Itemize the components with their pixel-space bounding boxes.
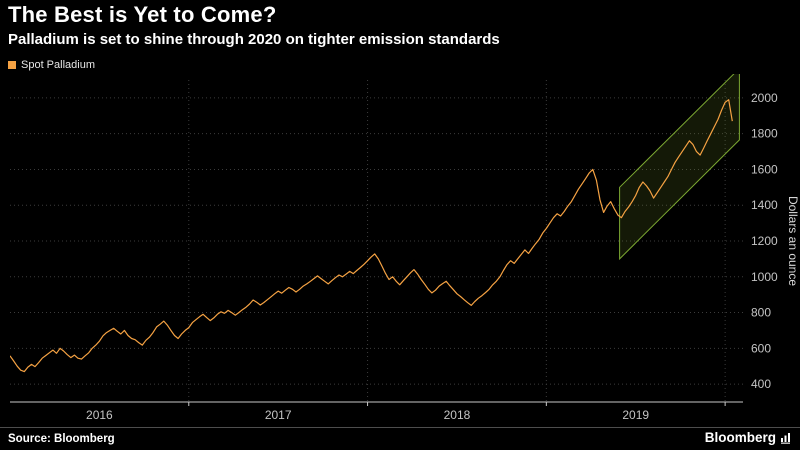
footer-divider — [0, 427, 800, 428]
bloomberg-logo: Bloomberg — [705, 430, 792, 445]
svg-text:2019: 2019 — [622, 408, 649, 422]
bloomberg-wordmark: Bloomberg — [704, 430, 776, 445]
svg-text:1600: 1600 — [751, 162, 778, 176]
svg-text:2017: 2017 — [265, 408, 292, 422]
svg-text:2000: 2000 — [751, 91, 778, 105]
bloomberg-chart-icon — [781, 432, 790, 444]
svg-text:1400: 1400 — [751, 198, 778, 212]
price-line-chart: 400 600 800 1000 1200 1400 1600 1800 2000 2016 201… — [10, 74, 800, 422]
legend-label: Spot Palladium — [21, 59, 95, 71]
svg-text:400: 400 — [751, 377, 771, 391]
svg-text:1800: 1800 — [751, 127, 778, 141]
svg-text:2016: 2016 — [86, 408, 113, 422]
svg-text:800: 800 — [751, 306, 771, 320]
legend: Spot Palladium — [8, 59, 95, 71]
svg-text:2018: 2018 — [444, 408, 471, 422]
legend-swatch-icon — [8, 61, 16, 69]
svg-text:Dollars an ounce: Dollars an ounce — [786, 196, 800, 286]
svg-text:1000: 1000 — [751, 270, 778, 284]
chart-title: The Best is Yet to Come? — [8, 2, 277, 27]
svg-text:600: 600 — [751, 341, 771, 355]
svg-text:1200: 1200 — [751, 234, 778, 248]
chart-subtitle: Palladium is set to shine through 2020 o… — [8, 31, 500, 48]
source-credit: Source: Bloomberg — [8, 433, 115, 445]
